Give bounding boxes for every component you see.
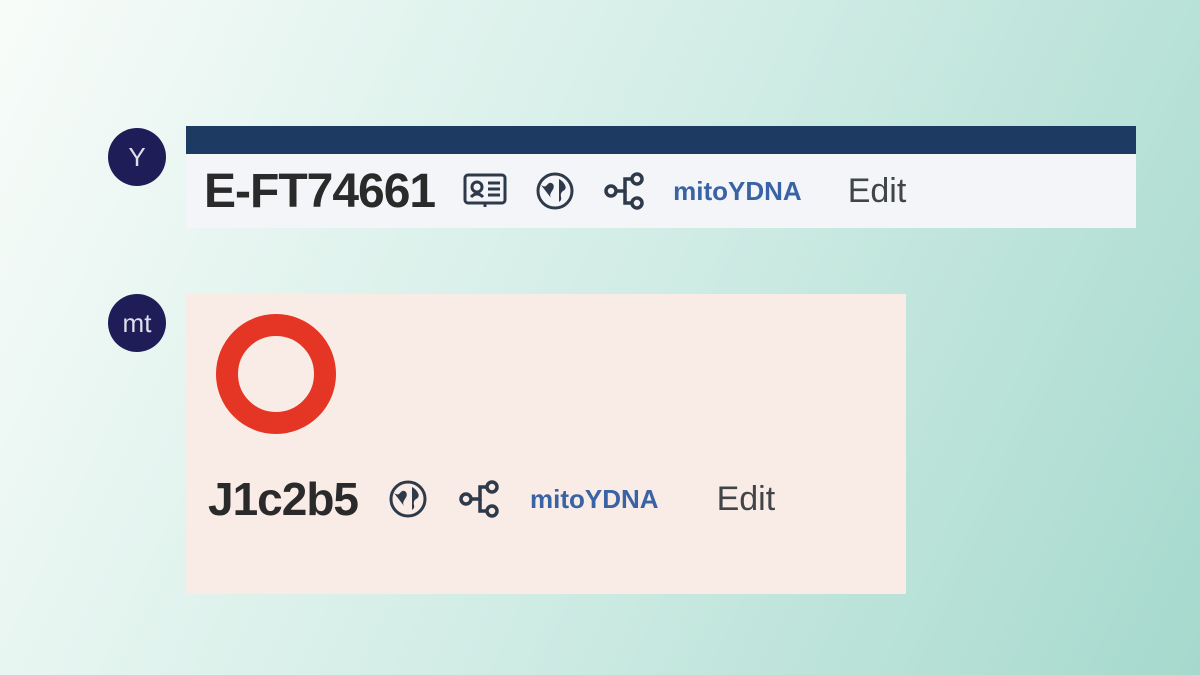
mitoydna-link[interactable]: mitoYDNA bbox=[673, 176, 802, 207]
tree-branch-icon[interactable] bbox=[458, 479, 500, 519]
y-dna-row: E-FT74661 bbox=[186, 154, 1136, 228]
mt-dna-badge-label: mt bbox=[123, 308, 152, 339]
globe-icon[interactable] bbox=[388, 479, 428, 519]
y-dna-badge: Y bbox=[108, 128, 166, 186]
edit-button[interactable]: Edit bbox=[848, 172, 907, 211]
mt-haplogroup-label: J1c2b5 bbox=[208, 472, 358, 526]
tree-branch-icon[interactable] bbox=[603, 171, 645, 211]
mt-ring-icon bbox=[216, 314, 336, 434]
y-dna-badge-label: Y bbox=[128, 142, 145, 173]
edit-button[interactable]: Edit bbox=[717, 480, 776, 519]
mt-dna-badge: mt bbox=[108, 294, 166, 352]
y-dna-panel: E-FT74661 bbox=[186, 126, 1136, 228]
y-haplogroup-label: E-FT74661 bbox=[204, 164, 435, 219]
mt-dna-panel: J1c2b5 mitoYDNA Edit bbox=[186, 294, 906, 594]
y-panel-header-bar bbox=[186, 126, 1136, 154]
globe-icon[interactable] bbox=[535, 171, 575, 211]
profile-card-icon[interactable] bbox=[463, 171, 507, 211]
mitoydna-link[interactable]: mitoYDNA bbox=[530, 484, 659, 515]
mt-dna-row: J1c2b5 mitoYDNA Edit bbox=[208, 472, 884, 526]
